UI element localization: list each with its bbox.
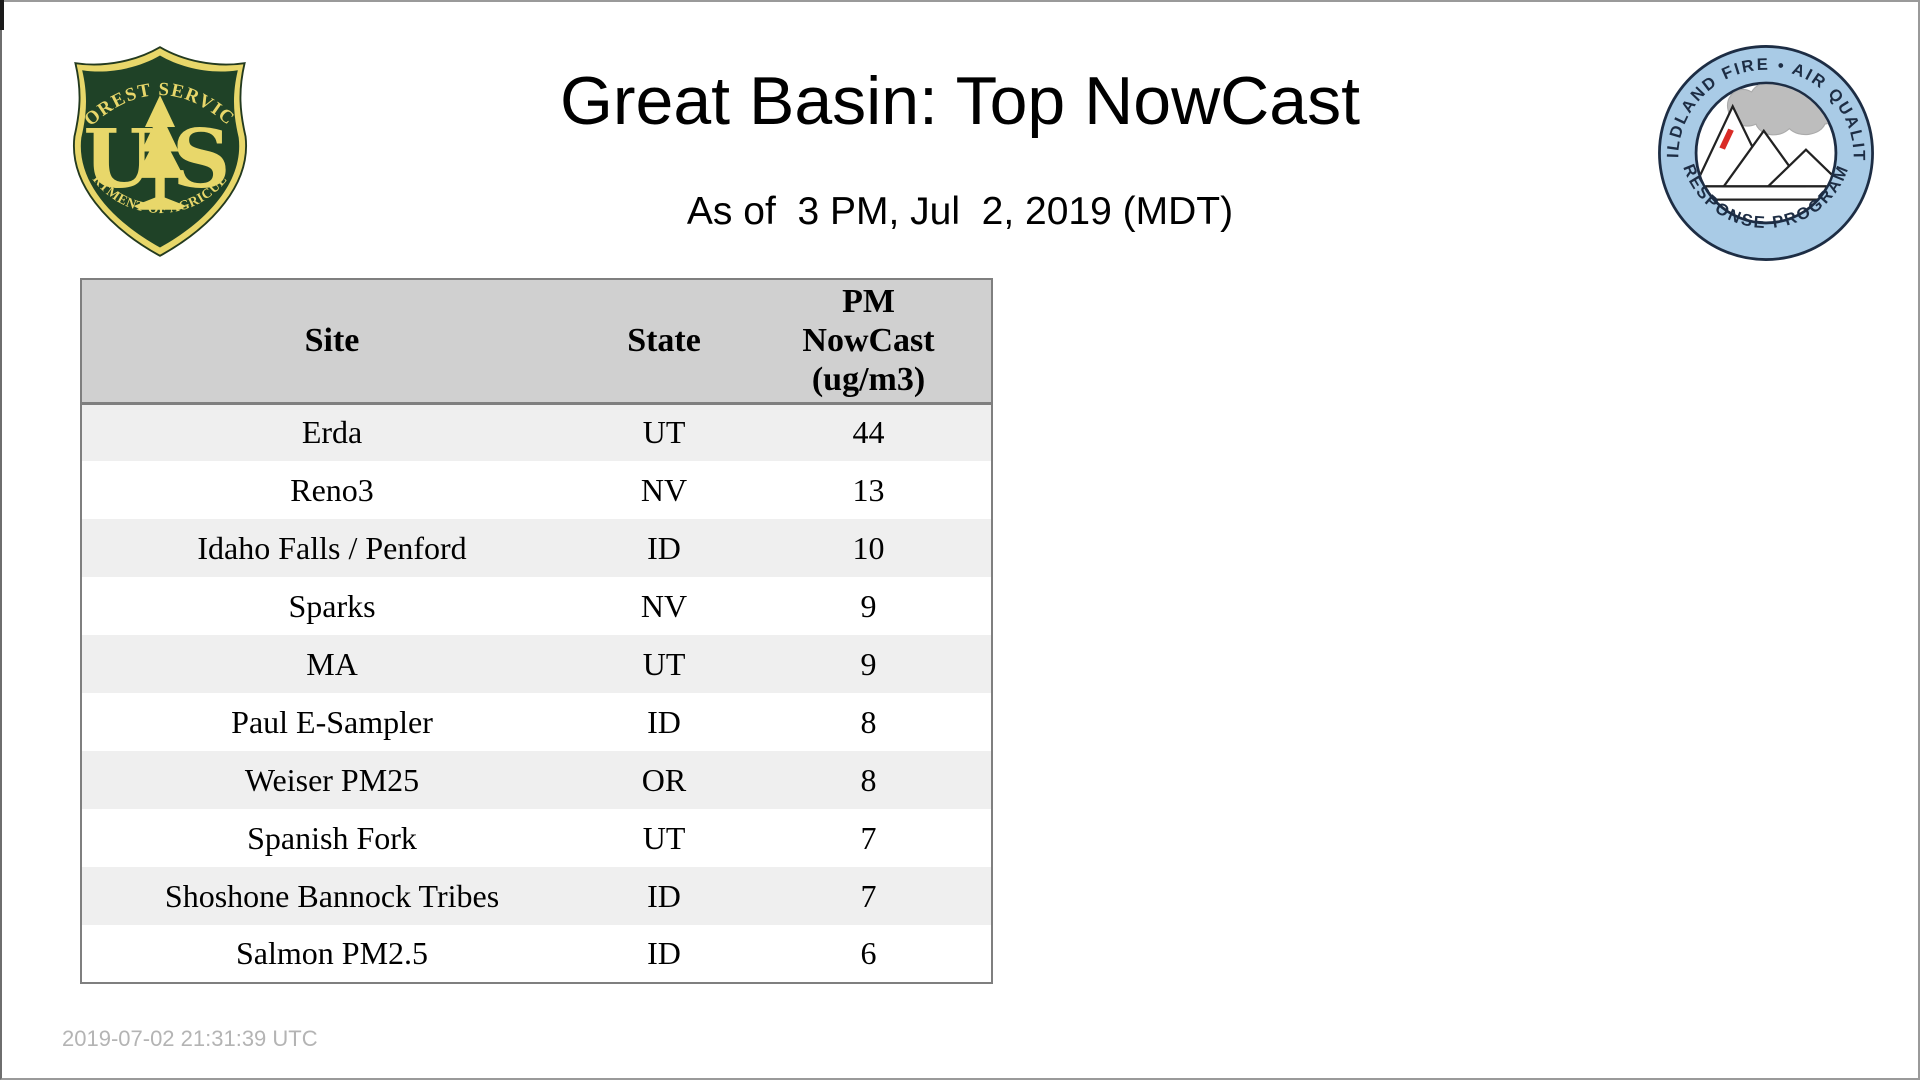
table-row: Spanish Fork UT 7 <box>81 809 992 867</box>
mountains-icon <box>1697 103 1835 201</box>
state-cell: ID <box>582 925 747 983</box>
site-cell: Sparks <box>81 577 583 635</box>
flame-mark-icon <box>1719 128 1734 150</box>
footer-timestamp: 2019-07-02 21:31:39 UTC <box>62 1026 318 1051</box>
state-cell: NV <box>582 577 747 635</box>
state-cell: UT <box>582 403 747 461</box>
site-cell: Spanish Fork <box>81 809 583 867</box>
pm-header-line1: PM <box>842 283 895 321</box>
site-cell: Idaho Falls / Penford <box>81 519 583 577</box>
pm-header-line3: (ug/m3) <box>811 361 926 399</box>
pine-tree-icon <box>133 95 187 210</box>
state-cell: UT <box>582 809 747 867</box>
state-cell: NV <box>582 461 747 519</box>
pm-header-line2: NowCast <box>802 322 935 360</box>
value-cell: 44 <box>746 403 992 461</box>
table-row: Salmon PM2.5 ID 6 <box>81 925 992 983</box>
wfaqrp-logo: WILDLAND FIRE • AIR QUALITY RESPONSE PRO… <box>1655 42 1874 261</box>
value-cell: 9 <box>746 577 992 635</box>
col-header-state: State <box>582 279 747 405</box>
window-edge-artifact <box>0 0 4 30</box>
site-cell: Paul E-Sampler <box>81 693 583 751</box>
table-row: Shoshone Bannock Tribes ID 7 <box>81 867 992 925</box>
table-row: MA UT 9 <box>81 635 992 693</box>
state-cell: ID <box>582 867 747 925</box>
site-cell: Erda <box>81 403 583 461</box>
site-cell: Weiser PM25 <box>81 751 583 809</box>
value-cell: 8 <box>746 751 992 809</box>
col-header-site: Site <box>81 279 583 405</box>
site-cell: MA <box>81 635 583 693</box>
shield-letter-u: U <box>83 112 154 207</box>
value-cell: 10 <box>746 519 992 577</box>
state-cell: ID <box>582 693 747 751</box>
state-cell: UT <box>582 635 747 693</box>
value-cell: 7 <box>746 867 992 925</box>
state-cell: ID <box>582 519 747 577</box>
forest-service-logo: FOREST SERVICE U S DEPARTMENT OF AGRICUL… <box>66 44 248 257</box>
table-row: Weiser PM25 OR 8 <box>81 751 992 809</box>
nowcast-table: Site State PM NowCast (ug/m3) Erda UT 44… <box>80 278 993 984</box>
shield-letter-s: S <box>172 112 230 207</box>
table-row: Paul E-Sampler ID 8 <box>81 693 992 751</box>
value-cell: 9 <box>746 635 992 693</box>
state-cell: OR <box>582 751 747 809</box>
table-header-row: Site State PM NowCast (ug/m3) <box>81 279 992 405</box>
site-cell: Salmon PM2.5 <box>81 925 583 983</box>
page-title: Great Basin: Top NowCast <box>560 63 1360 139</box>
page-subtitle: As of 3 PM, Jul 2, 2019 (MDT) <box>686 190 1234 233</box>
value-cell: 8 <box>746 693 992 751</box>
site-cell: Shoshone Bannock Tribes <box>81 867 583 925</box>
value-cell: 13 <box>746 461 992 519</box>
table-row: Sparks NV 9 <box>81 577 992 635</box>
value-cell: 6 <box>746 925 992 983</box>
table-row: Reno3 NV 13 <box>81 461 992 519</box>
table-row: Idaho Falls / Penford ID 10 <box>81 519 992 577</box>
value-cell: 7 <box>746 809 992 867</box>
site-cell: Reno3 <box>81 461 583 519</box>
col-header-pm-nowcast: PM NowCast (ug/m3) <box>746 279 992 405</box>
table-row: Erda UT 44 <box>81 403 992 461</box>
